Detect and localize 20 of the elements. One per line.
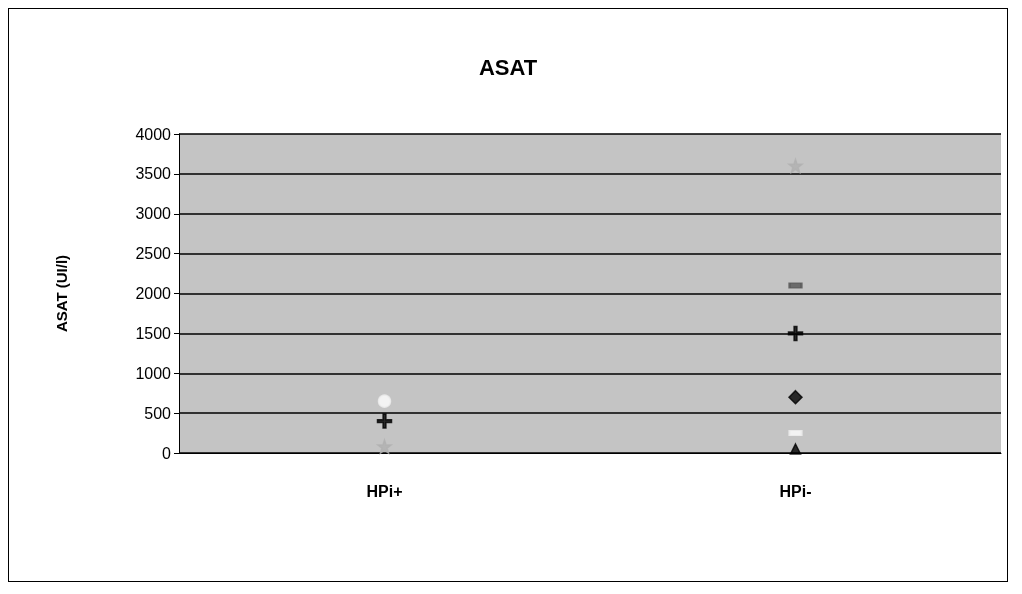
point bbox=[788, 389, 803, 405]
y-tick-label: 1500 bbox=[135, 324, 172, 342]
y-tick-label: 0 bbox=[162, 444, 172, 462]
y-tick-label: 3500 bbox=[135, 165, 172, 183]
point bbox=[377, 394, 392, 408]
chart-title: ASAT bbox=[478, 54, 538, 80]
y-tick-label: 4000 bbox=[135, 125, 172, 143]
y-tick-label: 2000 bbox=[135, 285, 172, 302]
point bbox=[788, 158, 803, 174]
point bbox=[787, 325, 804, 342]
x-tick-label: HPi+ bbox=[366, 482, 403, 500]
y-tick-label: 1000 bbox=[135, 364, 172, 382]
y-tick-label: 2500 bbox=[135, 245, 172, 263]
point bbox=[377, 439, 392, 454]
y-tick-label: 500 bbox=[144, 404, 172, 422]
y-axis-title: ASAT (UI/l) bbox=[53, 254, 70, 333]
y-tick-label: 3000 bbox=[135, 205, 172, 223]
point bbox=[789, 443, 802, 455]
x-tick-label: HPi- bbox=[779, 482, 812, 500]
point bbox=[376, 413, 393, 429]
